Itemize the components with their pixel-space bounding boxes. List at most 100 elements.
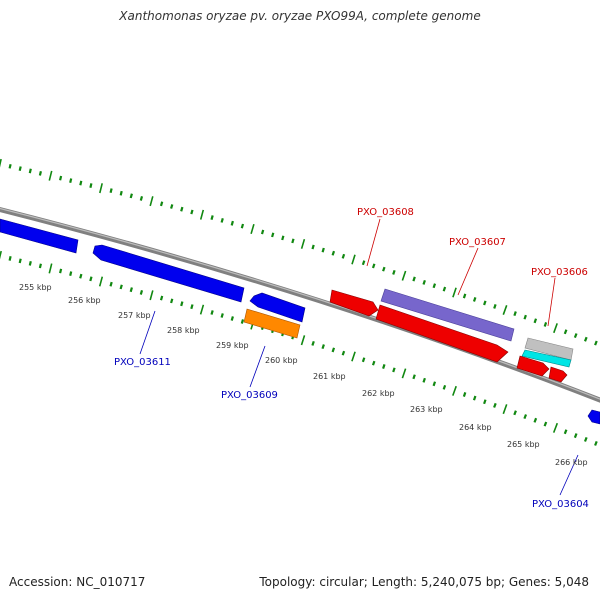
tick-mark [533, 318, 538, 324]
tick-mark [533, 417, 538, 423]
tick-mark [190, 304, 194, 310]
tick-mark [38, 170, 42, 176]
tick-mark [240, 319, 245, 324]
ruler-label: 262 kbp [362, 389, 395, 398]
tick-mark [311, 244, 315, 250]
leader-pxo-03607 [457, 247, 479, 296]
tick-mark [79, 273, 83, 279]
tick-mark [170, 204, 174, 209]
tick-mark [281, 235, 285, 241]
tick-mark [401, 368, 407, 379]
tick-mark [48, 170, 53, 181]
tick-mark [422, 377, 426, 383]
tick-mark [493, 304, 497, 309]
gene-pxo-03608[interactable] [329, 289, 379, 317]
tick-mark [594, 441, 598, 446]
label-pxo-03607[interactable]: PXO_03607 [449, 237, 506, 248]
forward-genes [329, 288, 574, 361]
tick-mark [59, 268, 63, 274]
ruler-label: 257 kbp [118, 311, 151, 320]
tick-mark [139, 290, 144, 295]
tick-mark [371, 263, 376, 269]
inner-tick-ring [0, 250, 598, 446]
tick-mark [240, 223, 245, 229]
tick-mark [361, 260, 366, 266]
topology-text: Topology: circular; Length: 5,240,075 bp… [259, 575, 589, 589]
gene-red-lower[interactable] [375, 304, 509, 363]
tick-mark [493, 402, 497, 408]
tick-mark [170, 298, 174, 304]
leader-pxo-03611 [139, 310, 156, 355]
ruler-label: 264 kbp [459, 423, 492, 432]
tick-mark [442, 286, 447, 292]
tick-mark [99, 183, 103, 194]
tick-mark [412, 276, 416, 282]
tick-mark [149, 290, 154, 301]
tick-mark [230, 316, 234, 321]
tick-mark [230, 220, 234, 226]
label-pxo-03608[interactable]: PXO_03608 [357, 207, 414, 218]
ruler-label: 255 kbp [19, 283, 52, 292]
tick-mark [523, 414, 528, 419]
gene-blue-edge[interactable] [587, 409, 600, 425]
tick-mark [502, 404, 508, 415]
gene-cyan[interactable] [521, 349, 572, 368]
tick-mark [502, 305, 508, 315]
tick-mark [59, 175, 63, 181]
label-pxo-03611[interactable]: PXO_03611 [114, 357, 171, 368]
leader-pxo-03606 [547, 277, 556, 327]
tick-mark [220, 313, 224, 318]
tick-mark [472, 297, 477, 302]
tick-mark [361, 357, 366, 363]
tick-mark [552, 422, 559, 433]
tick-mark [38, 263, 42, 269]
ruler-label: 260 kbp [265, 356, 298, 365]
leader-pxo-03608 [366, 218, 381, 267]
ruler-label: 259 kbp [216, 341, 249, 350]
tick-mark [462, 293, 467, 299]
gene-blue-1[interactable] [0, 218, 79, 254]
gene-pxo-03609[interactable] [243, 308, 301, 339]
tick-mark [583, 437, 588, 442]
tick-mark [553, 323, 558, 334]
tick-mark [250, 223, 255, 235]
tick-mark [119, 284, 123, 290]
tick-mark [159, 201, 164, 207]
tick-mark [331, 250, 336, 256]
tick-mark [89, 276, 93, 282]
reverse-genes [0, 218, 600, 425]
tick-mark [483, 300, 487, 306]
ruler-labels: 255 kbp 256 kbp 257 kbp 258 kbp 259 kbp … [19, 283, 588, 467]
tick-mark [563, 329, 568, 335]
label-pxo-03606[interactable]: PXO_03606 [531, 267, 588, 278]
gene-pxo-03607[interactable] [380, 288, 515, 342]
tick-mark [382, 266, 386, 272]
tick-mark [79, 180, 83, 186]
gene-blue-3[interactable] [249, 292, 306, 323]
tick-mark [190, 209, 194, 215]
tick-mark [8, 256, 12, 261]
gene-red-small-2[interactable] [548, 366, 568, 383]
tick-mark [291, 238, 295, 244]
tick-mark [573, 433, 578, 439]
tick-mark [210, 310, 214, 315]
label-pxo-03604[interactable]: PXO_03604 [532, 499, 589, 510]
tick-mark [432, 381, 437, 387]
gene-red-small-1[interactable] [516, 355, 550, 377]
tick-mark [149, 196, 154, 207]
tick-mark [28, 168, 32, 174]
gene-pxo-03611[interactable] [92, 244, 245, 303]
label-pxo-03609[interactable]: PXO_03609 [221, 390, 278, 401]
tick-mark [563, 429, 568, 435]
tick-mark [452, 287, 457, 298]
tick-mark [452, 385, 457, 396]
tick-mark [442, 384, 447, 390]
tick-mark [159, 295, 164, 301]
ruler-label: 263 kbp [410, 405, 443, 414]
tick-mark [331, 347, 336, 353]
tick-mark [98, 276, 104, 287]
tick-mark [321, 344, 325, 350]
tick-mark [483, 399, 487, 405]
